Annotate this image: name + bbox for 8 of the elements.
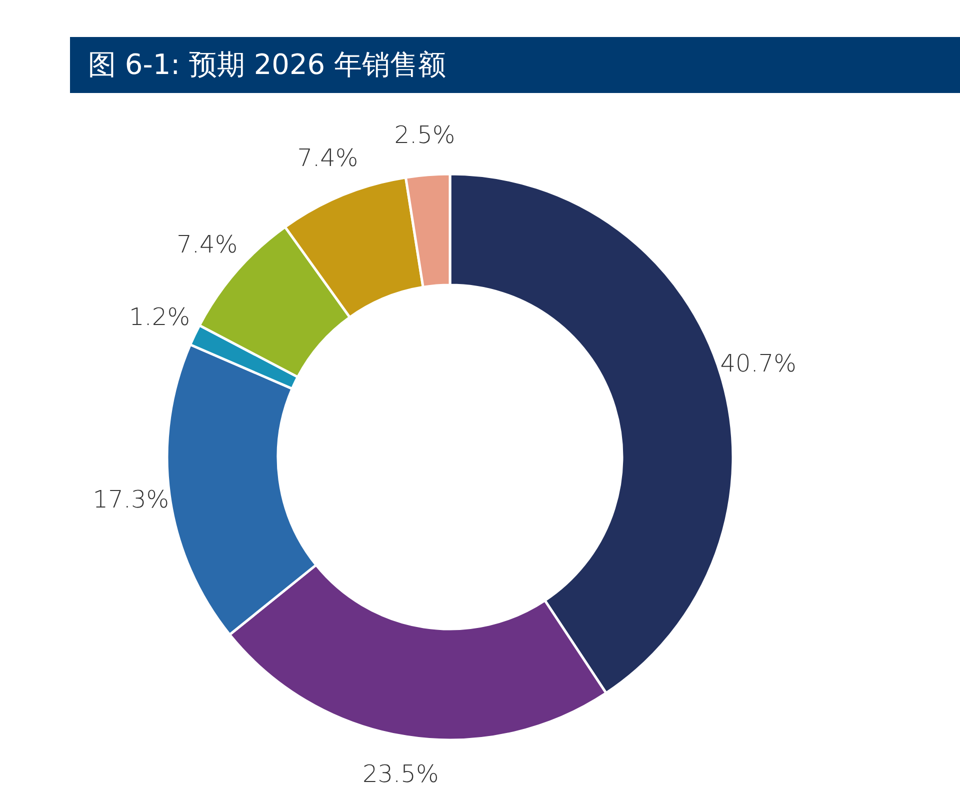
- data-label: 17.3%: [92, 485, 170, 514]
- data-label: 1.2%: [129, 303, 190, 332]
- data-label: 40.7%: [720, 349, 796, 378]
- data-label: 7.4%: [297, 144, 358, 172]
- data-label: 23.5%: [362, 760, 439, 788]
- chart-title: 图 6-1: 预期 2026 年销售额: [70, 37, 960, 93]
- data-label: 7.4%: [176, 230, 238, 259]
- data-label: 2.5%: [394, 120, 456, 149]
